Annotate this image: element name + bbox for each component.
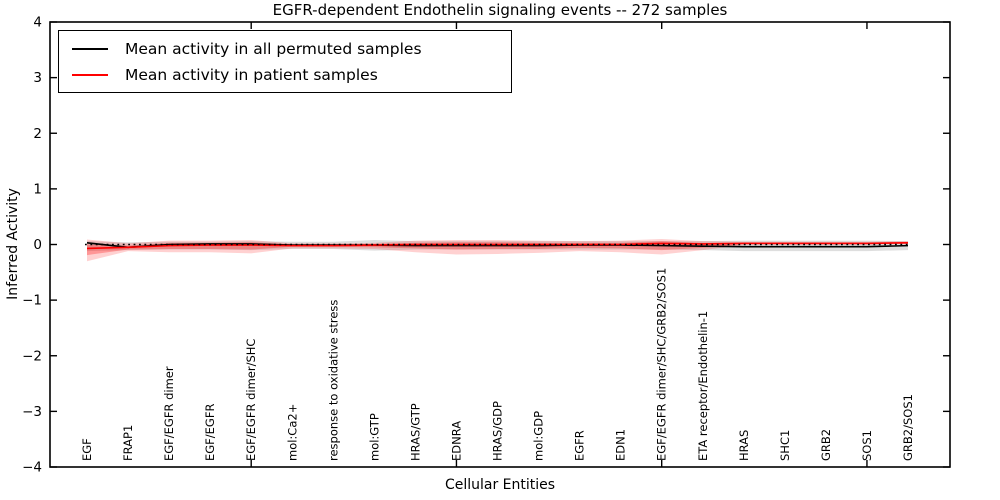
entity-tick-label: mol:GDP	[532, 411, 546, 461]
legend-label-patient: Mean activity in patient samples	[125, 66, 378, 84]
y-tick-label: 2	[33, 126, 42, 142]
legend-item-permuted: Mean activity in all permuted samples	[72, 36, 511, 62]
y-tick-label: −1	[22, 293, 42, 309]
entity-tick-label: EGF/EGFR dimer/SHC	[244, 339, 258, 461]
entity-tick-label: HRAS/GTP	[408, 403, 422, 461]
permuted-mean-line	[86, 242, 909, 249]
y-tick-label: −3	[22, 404, 42, 420]
y-tick-label: −2	[22, 348, 42, 364]
y-tick-label: 4	[33, 15, 42, 31]
legend-item-patient: Mean activity in patient samples	[72, 62, 511, 88]
patient-mean-line	[86, 242, 909, 250]
entity-tick-label: HRAS/GDP	[491, 401, 505, 461]
patient-line-swatch	[72, 74, 108, 76]
entity-tick-label: GRB2	[819, 429, 833, 461]
chart-title: EGFR-dependent Endothelin signaling even…	[272, 1, 728, 19]
entity-tick-label: EDNRA	[449, 421, 463, 461]
entity-tick-label: response to oxidative stress	[326, 300, 340, 461]
legend-label-permuted: Mean activity in all permuted samples	[125, 40, 422, 58]
y-tick-label: 3	[33, 70, 42, 86]
entity-tick-label: mol:GTP	[367, 413, 381, 461]
entity-tick-label: FRAP1	[121, 425, 135, 461]
y-tick-label: 1	[33, 181, 42, 197]
entity-tick-label: EGFR	[573, 430, 587, 461]
y-tick-label: 0	[33, 237, 42, 253]
entity-tick-label: EGF	[80, 438, 94, 461]
entity-tick-label: mol:Ca2+	[285, 404, 299, 461]
entity-tick-label: EDN1	[614, 429, 628, 461]
entity-tick-label: HRAS	[737, 430, 751, 461]
entity-tick-label: GRB2/SOS1	[901, 394, 915, 461]
entity-tick-label: ETA receptor/Endothelin-1	[696, 311, 710, 461]
y-tick-label: −4	[22, 460, 42, 476]
x-axis-label: Cellular Entities	[444, 477, 556, 493]
entity-tick-label: SOS1	[860, 430, 874, 461]
permuted-line-swatch	[72, 48, 108, 50]
entity-tick-label: EGF/EGFR dimer/SHC/GRB2/SOS1	[655, 268, 669, 461]
entity-tick-label: EGF/EGFR	[203, 404, 217, 461]
legend: Mean activity in all permuted samples Me…	[58, 30, 512, 93]
entity-tick-label: SHC1	[778, 430, 792, 461]
entity-tick-label: EGF/EGFR dimer	[162, 366, 176, 461]
